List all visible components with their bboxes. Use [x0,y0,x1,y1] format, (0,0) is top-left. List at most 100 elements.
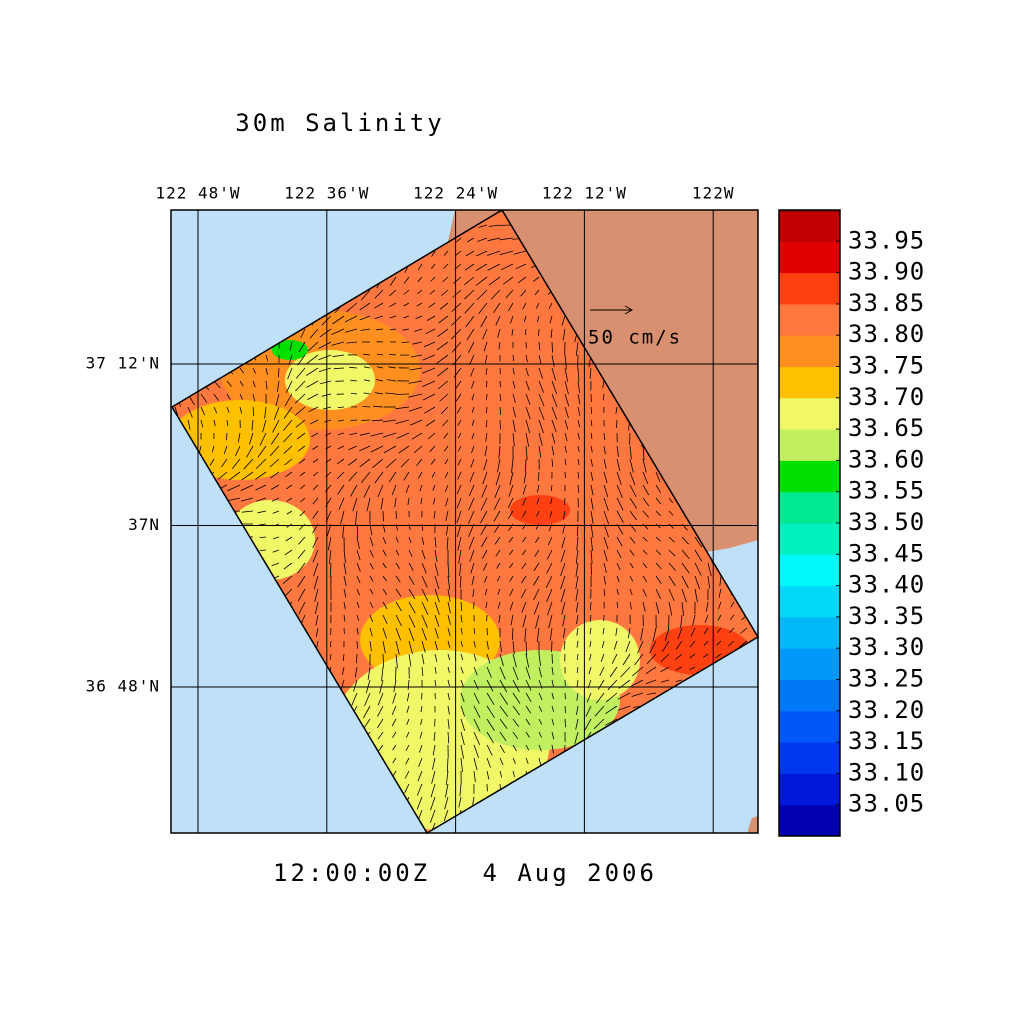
velocity-arrow [306,380,319,388]
velocity-arrow [524,627,527,642]
velocity-arrow [512,367,515,375]
field-patch [172,400,310,480]
velocity-arrow [668,562,677,572]
velocity-arrow [551,354,555,367]
velocity-arrow [460,705,465,717]
velocity-arrow [622,653,631,666]
velocity-arrow [593,718,605,730]
velocity-arrow [652,627,657,642]
velocity-arrow [677,627,683,640]
velocity-arrow [596,692,605,704]
velocity-arrow [432,484,436,491]
velocity-arrow [564,367,569,382]
velocity-arrow [447,601,451,614]
velocity-arrow [512,393,516,403]
velocity-arrow [425,419,436,427]
velocity-arrow [629,562,634,569]
velocity-arrow [427,432,436,440]
velocity-arrow [499,705,509,717]
velocity-arrow [408,406,423,412]
velocity-arrow [668,497,674,504]
velocity-arrow [324,419,332,423]
lat-label: 37 12'N [86,354,160,373]
velocity-arrow [475,263,488,271]
velocity-arrow [287,367,293,380]
velocity-arrow [408,640,413,655]
velocity-arrow [522,497,527,506]
velocity-arrow [447,679,450,687]
velocity-arrow [226,393,231,400]
velocity-arrow [629,497,638,509]
velocity-arrow [395,510,397,519]
velocity-arrow [486,679,494,692]
velocity-arrow [359,445,371,452]
velocity-arrow [603,458,607,469]
velocity-arrow [343,588,347,598]
lon-label: 122 24'W [413,184,498,203]
velocity-arrow [616,471,622,485]
velocity-arrow [716,627,722,634]
velocity-arrow [269,458,280,468]
velocity-arrow [538,445,542,458]
velocity-arrow [315,627,319,638]
velocity-arrow [417,263,423,271]
velocity-arrow [469,471,475,483]
velocity-arrow [550,497,553,504]
velocity-arrow [406,731,410,738]
velocity-arrow [392,757,397,764]
velocity-arrow [616,419,618,429]
velocity-arrow [416,796,423,810]
velocity-arrow [283,562,293,570]
velocity-arrow [213,419,216,427]
velocity-arrow [507,510,514,520]
velocity-arrow [471,575,475,586]
velocity-arrow [430,458,436,465]
velocity-arrow [409,367,423,371]
velocity-arrow [318,367,332,372]
velocity-arrow [346,302,358,313]
colorbar-band [779,585,840,618]
velocity-arrow [445,770,449,785]
velocity-arrow [486,653,491,664]
velocity-arrow [551,380,558,395]
velocity-arrow [373,405,384,408]
velocity-arrow [434,640,438,651]
velocity-arrow [395,601,402,612]
velocity-arrow [382,562,387,569]
velocity-arrow [318,354,332,361]
velocity-arrow [717,614,722,621]
velocity-arrow [509,562,514,569]
velocity-arrow [226,432,228,441]
velocity-arrow [576,640,579,648]
velocity-arrow [332,315,345,325]
colorbar-band [779,616,840,649]
velocity-arrow [603,484,609,498]
velocity-arrow [538,653,541,667]
velocity-arrow [442,419,449,427]
velocity-arrow [389,289,397,297]
velocity-arrow [577,393,581,405]
velocity-arrow [629,536,636,544]
velocity-arrow [533,575,540,586]
velocity-arrow [270,471,280,479]
velocity-arrow [447,718,450,729]
velocity-arrow [413,328,423,332]
velocity-arrow [511,328,514,336]
velocity-arrow [508,484,514,497]
velocity-arrow [356,562,361,572]
velocity-arrow [535,523,540,530]
velocity-arrow [226,380,232,387]
velocity-arrow [627,627,631,639]
velocity-arrow [453,367,462,378]
velocity-arrow [312,510,319,519]
velocity-arrow [480,315,488,328]
velocity-arrow [243,458,254,470]
velocity-arrow [510,614,514,626]
velocity-arrow [265,367,268,376]
velocity-arrow [576,536,579,551]
velocity-arrow [271,497,280,502]
velocity-arrow [420,718,423,726]
velocity-arrow [223,445,228,455]
velocity-arrow [369,614,374,622]
velocity-arrow [460,744,464,759]
